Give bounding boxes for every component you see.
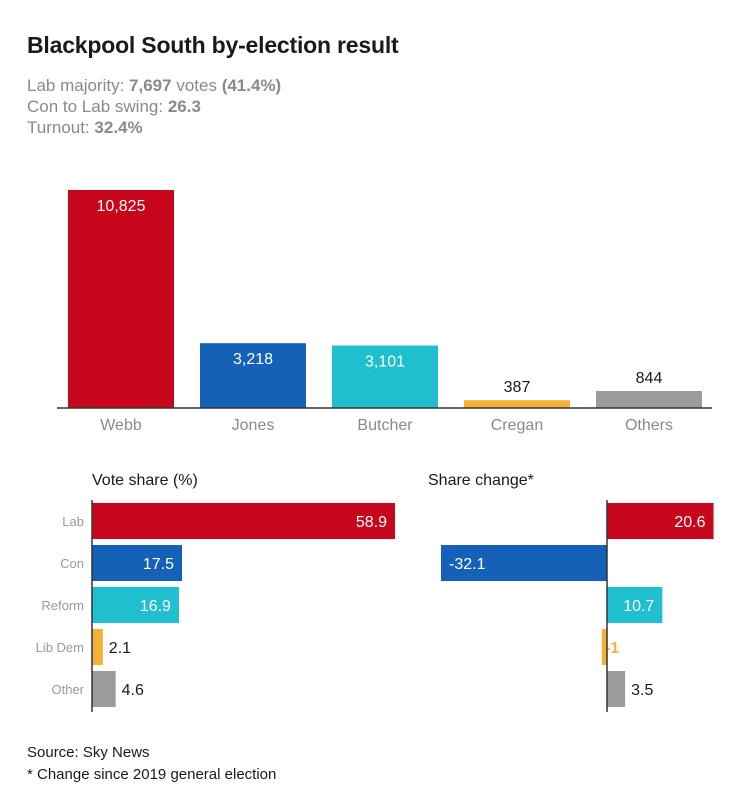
share-bar-lib-dem [92, 629, 103, 665]
share-value-lib-dem: 2.1 [109, 640, 131, 657]
vote-bar-webb [68, 190, 174, 408]
share-party-label-lab: Lab [62, 514, 84, 529]
chart-title: Blackpool South by-election result [27, 32, 399, 58]
vote-bar-jones [200, 343, 306, 408]
vote-bar-butcher [332, 345, 438, 408]
change-value-other: 3.5 [631, 682, 653, 699]
candidate-name-cregan: Cregan [491, 417, 543, 434]
change-bar-lib-dem [601, 629, 607, 665]
change-footnote: * Change since 2019 general election [27, 766, 277, 783]
majority-label: Lab majority: [27, 76, 130, 95]
change-bar-other [607, 671, 626, 707]
share-value-lab: 58.9 [356, 514, 387, 531]
candidate-name-jones: Jones [232, 417, 275, 434]
turnout-stat: Turnout: 32.4% [27, 118, 143, 138]
share-bar-con [92, 545, 183, 581]
vote-share-title: Vote share (%) [92, 472, 198, 489]
share-value-reform: 16.9 [140, 598, 171, 615]
turnout-label: Turnout: [27, 118, 95, 137]
share-change-title: Share change* [428, 472, 534, 489]
majority-value: 7,697 [129, 76, 172, 95]
share-party-label-lib-dem: Lib Dem [36, 640, 84, 655]
share-value-con: 17.5 [143, 556, 174, 573]
share-party-label-other: Other [51, 682, 84, 697]
majority-percent: (41.4%) [221, 76, 282, 95]
vote-label-jones: 3,218 [233, 351, 273, 368]
share-value-other: 4.6 [122, 682, 144, 699]
change-bar-lab [607, 503, 714, 539]
swing-label: Con to Lab swing: [27, 97, 168, 116]
change-value-lab: 20.6 [674, 514, 705, 531]
share-bar-reform [92, 587, 179, 623]
swing-stat: Con to Lab swing: 26.3 [27, 97, 201, 117]
share-party-label-con: Con [60, 556, 84, 571]
source-note: Source: Sky News [27, 744, 150, 761]
turnout-value: 32.4% [94, 118, 143, 137]
change-value-reform: 10.7 [623, 598, 654, 615]
vote-label-webb: 10,825 [97, 198, 146, 215]
swing-value: 26.3 [167, 97, 201, 116]
vote-label-others: 844 [636, 370, 663, 387]
vote-label-butcher: 3,101 [365, 354, 405, 371]
vote-bar-cregan [464, 400, 570, 408]
vote-bar-others [596, 391, 702, 408]
vote-label-cregan: 387 [504, 379, 531, 396]
majority-suffix: votes [171, 76, 222, 95]
share-party-label-reform: Reform [41, 598, 84, 613]
change-value-con: -32.1 [449, 556, 486, 573]
change-bar-reform [607, 587, 663, 623]
change-bar-con [441, 545, 607, 581]
change-value-lib-dem: -1 [605, 640, 619, 657]
share-bar-other [92, 671, 116, 707]
majority-stat: Lab majority: 7,697 votes (41.4%) [27, 76, 281, 96]
candidate-name-butcher: Butcher [357, 417, 413, 434]
candidate-name-others: Others [625, 417, 673, 434]
candidate-name-webb: Webb [100, 417, 142, 434]
share-bar-lab [92, 503, 395, 539]
